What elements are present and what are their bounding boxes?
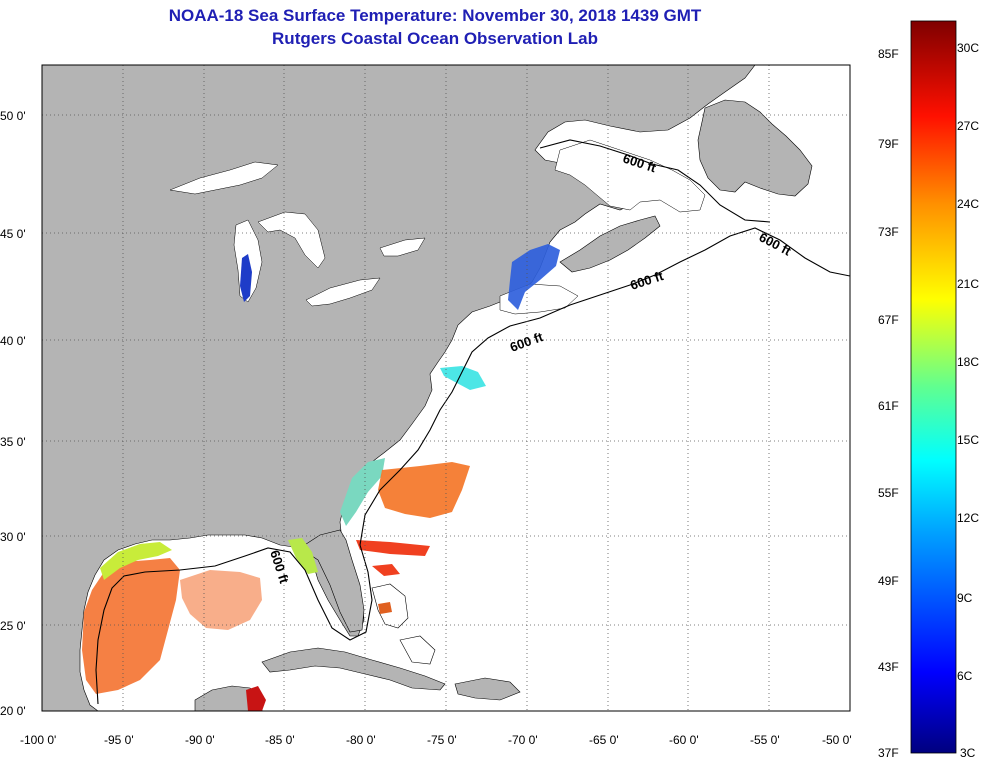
sst-mid-atlantic-cyan <box>440 366 486 390</box>
land-hispaniola <box>454 677 521 701</box>
land-cuba <box>261 647 446 691</box>
colorbar-c-label: 27C <box>957 119 979 133</box>
colorbar-f-label: 67F <box>878 313 899 327</box>
isobath-600ft <box>95 227 850 705</box>
lon-axis: -100 0' -95 0' -90 0' -85 0' -80 0' -75 … <box>20 733 852 747</box>
bahamas-banks <box>371 583 436 665</box>
lat-tick-label: 20 0' <box>0 704 26 718</box>
sst-gulf-stream-offshore <box>378 462 470 518</box>
colorbar-c-label: 15C <box>957 433 979 447</box>
colorbar-c-label: 12C <box>957 511 979 525</box>
sst-gulf-stream-strip <box>356 540 430 576</box>
sst-east-gulf-coast <box>288 538 318 574</box>
colorbar-f-label: 73F <box>878 225 899 239</box>
colorbar-c-label: 6C <box>957 669 973 683</box>
colorbar-f-label: 49F <box>878 574 899 588</box>
isobath-600ft-north <box>539 139 771 223</box>
land-north-america <box>42 65 756 711</box>
sst-yucatan-red <box>246 686 266 711</box>
lon-tick-label: -85 0' <box>265 733 295 747</box>
lon-tick-label: -75 0' <box>427 733 457 747</box>
lon-tick-label: -50 0' <box>822 733 852 747</box>
lat-tick-label: 40 0' <box>0 334 26 348</box>
map-title: NOAA-18 Sea Surface Temperature: Novembe… <box>168 6 702 25</box>
colorbar-f-label: 55F <box>878 486 899 500</box>
map-subtitle: Rutgers Coastal Ocean Observation Lab <box>272 29 598 48</box>
colorbar-f-labels: 85F 79F 73F 67F 61F 55F 49F 43F 37F <box>878 47 899 760</box>
colorbar-c-label: 3C <box>960 746 976 760</box>
lat-tick-label: 25 0' <box>0 619 26 633</box>
land-florida <box>299 529 365 633</box>
sst-gulf-coast-band <box>100 542 172 580</box>
sst-carolina-shelf <box>340 458 385 526</box>
lat-tick-label: 45 0' <box>0 227 26 241</box>
lat-tick-label: 50 0' <box>0 109 26 123</box>
land-nova-scotia <box>559 215 661 273</box>
lon-tick-label: -90 0' <box>185 733 215 747</box>
sst-lake-michigan <box>240 254 252 302</box>
land-newfoundland <box>697 99 813 197</box>
gulf-st-lawrence <box>554 139 706 213</box>
colorbar-c-label: 18C <box>957 355 979 369</box>
colorbar-f-label: 43F <box>878 660 899 674</box>
colorbar-f-label: 37F <box>878 746 899 760</box>
colorbar-f-label: 85F <box>878 47 899 61</box>
colorbar-c-label: 9C <box>957 591 973 605</box>
sst-western-gulf <box>82 558 180 694</box>
lon-tick-label: -55 0' <box>750 733 780 747</box>
lon-tick-label: -60 0' <box>669 733 699 747</box>
colorbar-f-label: 61F <box>878 399 899 413</box>
lon-tick-label: -95 0' <box>104 733 134 747</box>
lon-tick-label: -100 0' <box>20 733 56 747</box>
sst-gulf-of-maine <box>508 244 560 310</box>
colorbar-c-label: 21C <box>957 277 979 291</box>
map-frame <box>41 64 851 712</box>
lat-tick-label: 35 0' <box>0 435 26 449</box>
graticule <box>42 65 850 711</box>
colorbar-f-label: 79F <box>878 137 899 151</box>
sst-bahamas-spot <box>378 602 392 614</box>
lat-tick-label: 30 0' <box>0 530 26 544</box>
colorbar-c-labels: 30C 27C 24C 21C 18C 15C 12C 9C 6C 3C <box>957 41 979 760</box>
lon-tick-label: -80 0' <box>346 733 376 747</box>
lon-tick-label: -70 0' <box>508 733 538 747</box>
colorbar-c-label: 30C <box>957 41 979 55</box>
great-lakes <box>169 161 426 307</box>
colorbar-c-label: 24C <box>957 197 979 211</box>
lon-tick-label: -65 0' <box>589 733 619 747</box>
sst-gulf-central-scatter <box>180 570 262 630</box>
colorbar <box>910 20 957 754</box>
lat-axis: 50 0' 45 0' 40 0' 35 0' 30 0' 25 0' 20 0… <box>0 109 26 718</box>
